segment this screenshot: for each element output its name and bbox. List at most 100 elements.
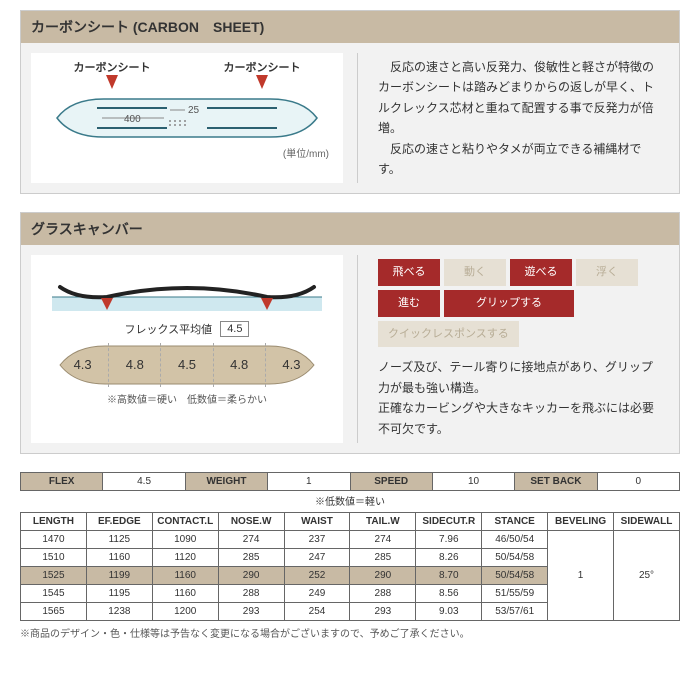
flex-label: フレックス平均値 xyxy=(125,321,213,337)
divider xyxy=(357,53,358,183)
tag-list: 飛べる動く遊べる浮く進むグリップするクイックレスポンスする xyxy=(378,259,663,347)
table-cell: 1195 xyxy=(86,584,152,602)
table-cell: 1160 xyxy=(152,584,218,602)
table-cell: 1199 xyxy=(86,566,152,584)
flex-note: ※高数値＝硬い 低数値＝柔らかい xyxy=(107,391,267,406)
footer-note: ※商品のデザイン・色・仕様等は予告なく変更になる場合がございますので、予めご了承… xyxy=(20,625,680,640)
table-cell: 1545 xyxy=(21,584,87,602)
camber-right: 飛べる動く遊べる浮く進むグリップするクイックレスポンスする ノーズ及び、テール寄… xyxy=(372,255,669,443)
dim2-text: 25 xyxy=(188,105,200,116)
feature-tag: クイックレスポンスする xyxy=(378,321,519,348)
table-cell: 50/54/58 xyxy=(482,566,548,584)
table-cell: 290 xyxy=(350,566,416,584)
spec-label: SPEED xyxy=(350,472,432,490)
table-cell: 9.03 xyxy=(416,602,482,620)
camber-diagram: フレックス平均値 4.5 4.34.84.54.84.3 ※高数値＝硬い 低数値… xyxy=(31,255,343,443)
board-outline-icon: 400 25 xyxy=(52,93,322,143)
carbon-label-left: カーボンシート xyxy=(74,59,151,75)
table-cell: 46/50/54 xyxy=(482,530,548,548)
table-cell: 1160 xyxy=(152,566,218,584)
table-cell: 285 xyxy=(218,548,284,566)
spec-label: SET BACK xyxy=(515,472,597,490)
flex-value: 4.5 xyxy=(161,343,213,387)
flex-value: 4.3 xyxy=(266,343,317,387)
table-cell: 1238 xyxy=(86,602,152,620)
table-cell: 288 xyxy=(350,584,416,602)
camber-body: フレックス平均値 4.5 4.34.84.54.84.3 ※高数値＝硬い 低数値… xyxy=(21,245,679,453)
table-cell: 8.56 xyxy=(416,584,482,602)
feature-tag: 動く xyxy=(444,259,506,286)
spec-label: WEIGHT xyxy=(185,472,267,490)
unit-text: (単位/mm) xyxy=(283,145,329,160)
flex-avg-value: 4.5 xyxy=(220,321,249,337)
table-cell: 51/55/59 xyxy=(482,584,548,602)
table-cell: 50/54/58 xyxy=(482,548,548,566)
table-cell: 1525 xyxy=(21,566,87,584)
table-cell: 252 xyxy=(284,566,350,584)
spec-value: 0 xyxy=(597,472,679,490)
table-cell: 285 xyxy=(350,548,416,566)
table-header: NOSE.W xyxy=(218,512,284,530)
table-cell: 7.96 xyxy=(416,530,482,548)
flex-value: 4.3 xyxy=(57,343,109,387)
table-cell: 274 xyxy=(350,530,416,548)
feature-tag: 進む xyxy=(378,290,440,317)
spec-summary-table: FLEX4.5WEIGHT1SPEED10SET BACK0 xyxy=(20,472,680,491)
arrow-down-icon xyxy=(256,75,268,89)
camber-profile-icon xyxy=(52,265,322,315)
table-header: STANCE xyxy=(482,512,548,530)
sidewall-cell: 25° xyxy=(614,530,680,620)
feature-tag: 浮く xyxy=(576,259,638,286)
table-cell: 1470 xyxy=(21,530,87,548)
table-cell: 8.26 xyxy=(416,548,482,566)
carbon-diagram: カーボンシート カーボンシート 400 2 xyxy=(31,53,343,183)
flex-value: 4.8 xyxy=(109,343,161,387)
table-cell: 1565 xyxy=(21,602,87,620)
table-row: 1470112510902742372747.9646/50/54125° xyxy=(21,530,680,548)
spec-detail-table: LENGTHEF.EDGECONTACT.LNOSE.WWAISTTAIL.WS… xyxy=(20,512,680,621)
table-header: BEVELING xyxy=(548,512,614,530)
flex-avg-row: フレックス平均値 4.5 xyxy=(125,321,250,337)
spec-value: 4.5 xyxy=(103,472,185,490)
table-header: SIDEWALL xyxy=(614,512,680,530)
table-cell: 274 xyxy=(218,530,284,548)
spec-top-note: ※低数値＝軽い xyxy=(20,493,680,508)
table-cell: 288 xyxy=(218,584,284,602)
camber-section: グラスキャンバー フレックス平均値 4.5 4.34.84.5 xyxy=(20,212,680,454)
table-header: TAIL.W xyxy=(350,512,416,530)
carbon-desc: 反応の速さと高い反発力、俊敏性と軽さが特徴のカーボンシートは踏みどまりからの返し… xyxy=(372,53,669,183)
feature-tag: 飛べる xyxy=(378,259,440,286)
divider xyxy=(357,255,358,443)
carbon-section: カーボンシート (CARBON SHEET) カーボンシート カーボンシート xyxy=(20,10,680,194)
table-header: CONTACT.L xyxy=(152,512,218,530)
table-cell: 1120 xyxy=(152,548,218,566)
table-cell: 1125 xyxy=(86,530,152,548)
spec-value: 10 xyxy=(432,472,514,490)
table-cell: 293 xyxy=(218,602,284,620)
table-cell: 237 xyxy=(284,530,350,548)
flex-board-icon: 4.34.84.54.84.3 xyxy=(57,343,317,387)
camber-title: グラスキャンバー xyxy=(21,213,679,245)
beveling-cell: 1 xyxy=(548,530,614,620)
table-header: WAIST xyxy=(284,512,350,530)
table-cell: 8.70 xyxy=(416,566,482,584)
table-cell: 1090 xyxy=(152,530,218,548)
camber-desc: ノーズ及び、テール寄りに接地点があり、グリップ力が最も強い構造。 正確なカービン… xyxy=(378,357,663,439)
spec-value: 1 xyxy=(268,472,350,490)
table-header: EF.EDGE xyxy=(86,512,152,530)
table-cell: 290 xyxy=(218,566,284,584)
table-cell: 293 xyxy=(350,602,416,620)
table-cell: 1200 xyxy=(152,602,218,620)
table-header: SIDECUT.R xyxy=(416,512,482,530)
carbon-label-right: カーボンシート xyxy=(224,59,301,75)
table-cell: 1510 xyxy=(21,548,87,566)
table-cell: 1160 xyxy=(86,548,152,566)
arrow-down-icon xyxy=(106,75,118,89)
feature-tag: 遊べる xyxy=(510,259,572,286)
table-cell: 254 xyxy=(284,602,350,620)
table-cell: 249 xyxy=(284,584,350,602)
flex-values: 4.34.84.54.84.3 xyxy=(57,343,317,387)
table-cell: 53/57/61 xyxy=(482,602,548,620)
carbon-body: カーボンシート カーボンシート 400 2 xyxy=(21,43,679,193)
feature-tag: グリップする xyxy=(444,290,574,317)
